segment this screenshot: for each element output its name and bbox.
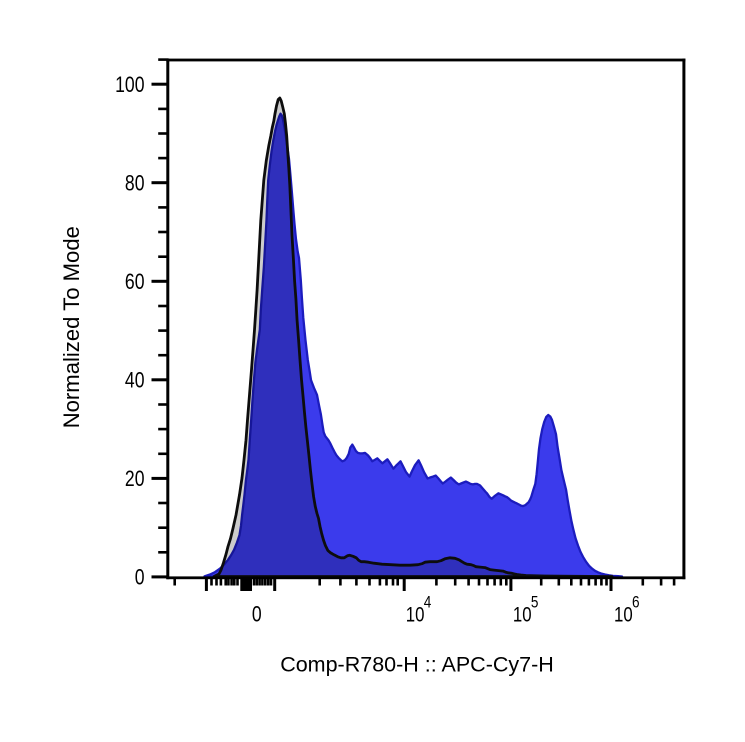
svg-text:100: 100 (115, 73, 144, 97)
svg-text:10: 10 (614, 604, 633, 627)
svg-text:Comp-R780-H :: APC-Cy7-H: Comp-R780-H :: APC-Cy7-H (280, 653, 554, 677)
svg-text:10: 10 (513, 604, 532, 627)
svg-text:40: 40 (125, 369, 145, 393)
svg-text:10: 10 (406, 604, 425, 627)
svg-text:4: 4 (424, 593, 432, 612)
svg-text:0: 0 (135, 566, 145, 590)
svg-text:60: 60 (125, 270, 145, 294)
svg-text:20: 20 (125, 467, 145, 491)
svg-text:Normalized To Mode: Normalized To Mode (59, 226, 84, 428)
svg-text:5: 5 (531, 593, 539, 612)
svg-text:80: 80 (125, 172, 145, 196)
svg-text:0: 0 (252, 603, 262, 627)
svg-text:6: 6 (632, 593, 640, 612)
